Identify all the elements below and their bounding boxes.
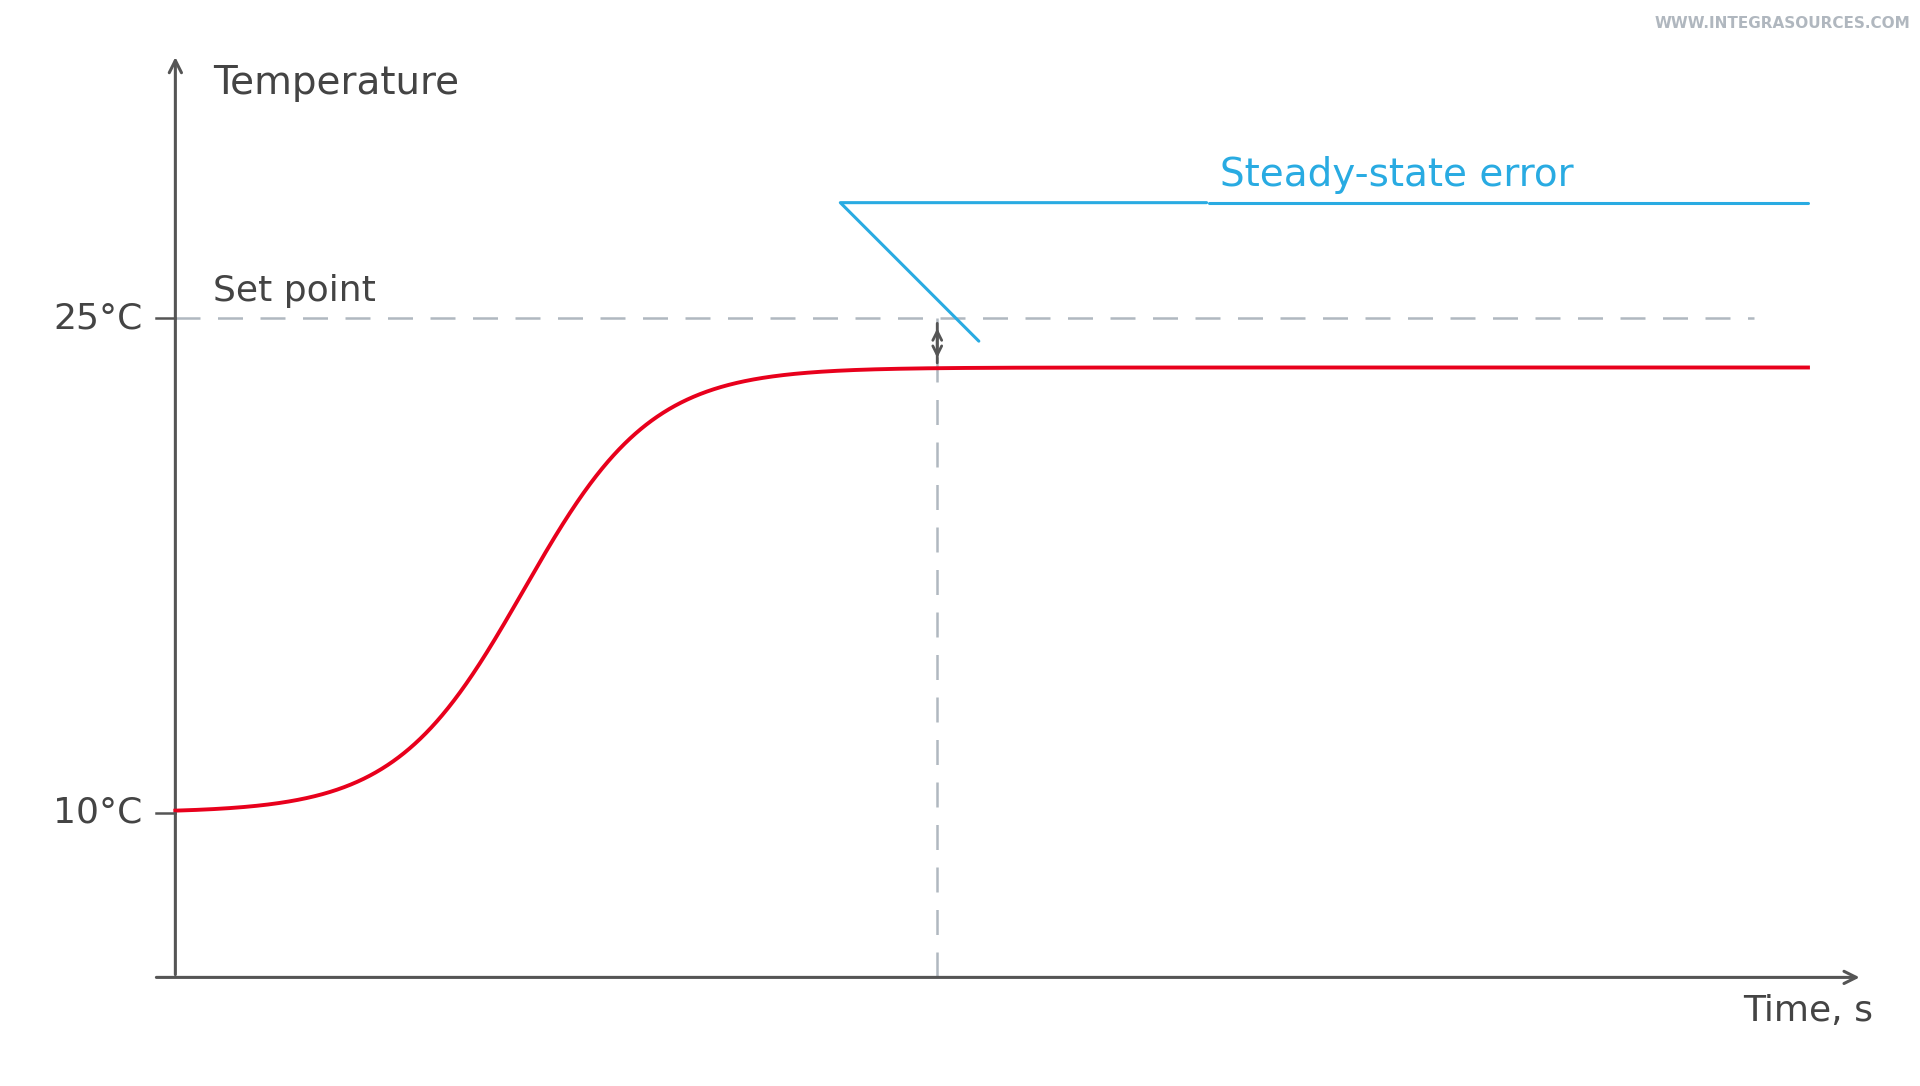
Text: Steady-state error: Steady-state error [1221, 156, 1574, 194]
Text: 25°C: 25°C [54, 301, 142, 336]
Text: Temperature: Temperature [213, 64, 459, 102]
Text: WWW.INTEGRASOURCES.COM: WWW.INTEGRASOURCES.COM [1655, 16, 1910, 31]
Text: 10°C: 10°C [54, 796, 142, 830]
Text: Set point: Set point [213, 274, 376, 308]
Text: Time, s: Time, s [1743, 994, 1874, 1027]
